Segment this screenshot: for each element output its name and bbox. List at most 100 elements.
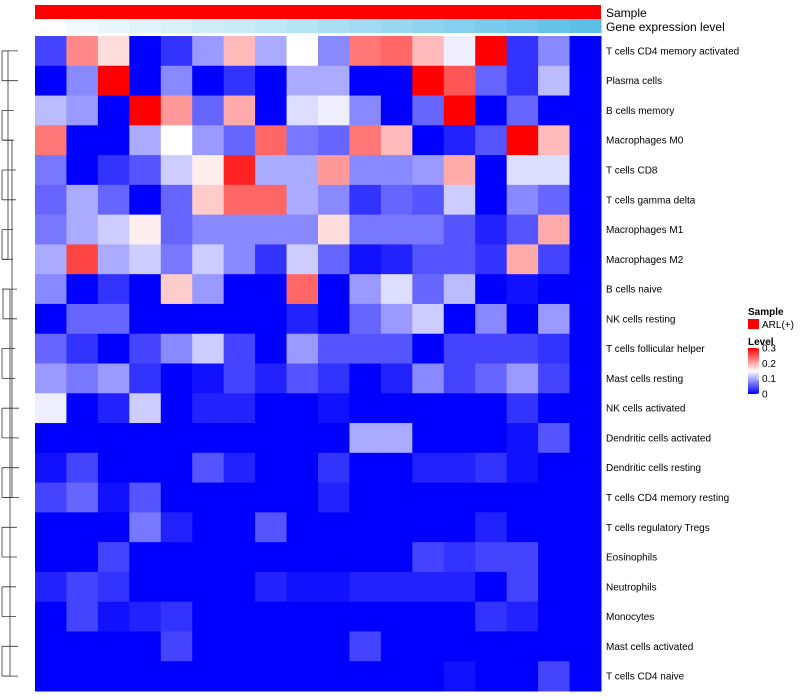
row-label: Macrophages M0	[606, 136, 684, 147]
gene-expression-cell	[443, 19, 476, 33]
heatmap-cell	[349, 571, 382, 603]
heatmap-cell	[160, 601, 193, 632]
heatmap-cell	[349, 482, 382, 513]
heatmap-cell	[129, 125, 162, 156]
heatmap-cell	[538, 244, 571, 275]
heatmap-cell	[380, 303, 413, 335]
row-dendrogram	[1, 50, 19, 677]
heatmap-cell	[35, 423, 67, 454]
heatmap-cell	[569, 65, 602, 97]
heatmap-cell	[380, 95, 413, 126]
heatmap-cell	[35, 125, 67, 156]
dendrogram-branch	[1, 407, 19, 439]
heatmap-cell	[255, 155, 288, 186]
heatmap-cell	[349, 363, 382, 394]
heatmap-cell	[255, 601, 288, 632]
heatmap-cell	[538, 423, 571, 454]
heatmap-cell	[380, 571, 413, 603]
heatmap-cell	[160, 155, 193, 186]
heatmap-cell	[349, 661, 382, 692]
heatmap-cell	[443, 482, 476, 513]
heatmap-cell	[192, 571, 225, 603]
heatmap-cell	[160, 274, 193, 305]
heatmap-cell	[506, 363, 539, 394]
heatmap-cell	[97, 571, 130, 603]
heatmap-cell	[318, 303, 350, 335]
heatmap-cell	[380, 482, 413, 513]
gene-expression-cell	[192, 19, 225, 33]
heatmap-cell	[192, 303, 225, 335]
heatmap-cell	[97, 601, 130, 632]
heatmap-cell	[538, 363, 571, 394]
row-label: Plasma cells	[606, 76, 662, 87]
heatmap-cell	[129, 571, 162, 603]
heatmap-cell	[255, 571, 288, 603]
gene-expression-cell	[35, 19, 68, 33]
heatmap-cell	[569, 423, 602, 454]
heatmap-cell	[318, 125, 350, 156]
heatmap-cell	[160, 95, 193, 126]
row-labels: T cells CD4 memory activated Plasma cells…	[606, 46, 739, 682]
heatmap-cell	[129, 95, 162, 126]
heatmap-cell	[160, 571, 193, 603]
heatmap-cell	[506, 125, 539, 156]
heatmap-cell	[129, 244, 162, 275]
heatmap-cell	[569, 214, 602, 245]
heatmap-cell	[569, 661, 602, 692]
row-label: T cells CD4 memory activated	[606, 46, 739, 57]
heatmap-cell	[569, 95, 602, 126]
heatmap-cell	[443, 244, 476, 275]
heatmap-cell	[35, 184, 67, 216]
heatmap-cell	[192, 363, 225, 394]
heatmap-cell	[506, 482, 539, 513]
heatmap-cell	[475, 95, 508, 126]
heatmap-cell	[506, 274, 539, 305]
row-label: Macrophages M1	[606, 225, 684, 236]
row-label: Mast cells activated	[606, 642, 693, 653]
heatmap-cell	[569, 542, 602, 573]
heatmap-cell	[569, 333, 602, 364]
gene-expression-cell	[255, 19, 288, 33]
heatmap-cell	[129, 333, 162, 364]
heatmap-cell	[223, 244, 256, 275]
heatmap-cell	[412, 95, 445, 126]
gene-expression-cell	[412, 19, 445, 33]
heatmap-cell	[223, 542, 256, 573]
heatmap-cell	[129, 423, 162, 454]
heatmap-cell	[192, 36, 225, 67]
heatmap-cell	[223, 452, 256, 484]
heatmap-cell	[35, 512, 67, 543]
heatmap-cell	[443, 333, 476, 364]
heatmap-cell	[538, 36, 571, 67]
heatmap-cell	[35, 661, 67, 692]
heatmap-cell	[412, 125, 445, 156]
heatmap-cell	[255, 482, 288, 513]
heatmap-cell	[349, 542, 382, 573]
heatmap-cell	[538, 155, 571, 186]
dendrogram-branch	[4, 139, 13, 498]
row-label: Mast cells resting	[606, 374, 683, 385]
heatmap-cell	[66, 542, 99, 573]
heatmap-cell	[506, 393, 539, 424]
heatmap-cell	[66, 274, 99, 305]
heatmap-cell	[255, 65, 288, 97]
heatmap-cell	[569, 452, 602, 484]
heatmap-cell	[97, 452, 130, 484]
heatmap-cell	[506, 423, 539, 454]
heatmap-cell	[286, 333, 319, 364]
heatmap-cell	[255, 393, 288, 424]
heatmap-cell	[412, 542, 445, 573]
heatmap-cell	[286, 423, 319, 454]
gene-expression-cell	[538, 19, 571, 33]
heatmap-cell	[223, 363, 256, 394]
heatmap-cell	[97, 214, 130, 245]
dendrogram-branch	[2, 288, 11, 677]
heatmap-cell	[349, 303, 382, 335]
heatmap-cell	[475, 631, 508, 662]
heatmap-cell	[318, 661, 350, 692]
heatmap-cell	[35, 36, 67, 67]
heatmap-cell	[569, 244, 602, 275]
heatmap-cell	[97, 542, 130, 573]
heatmap-cell	[506, 542, 539, 573]
